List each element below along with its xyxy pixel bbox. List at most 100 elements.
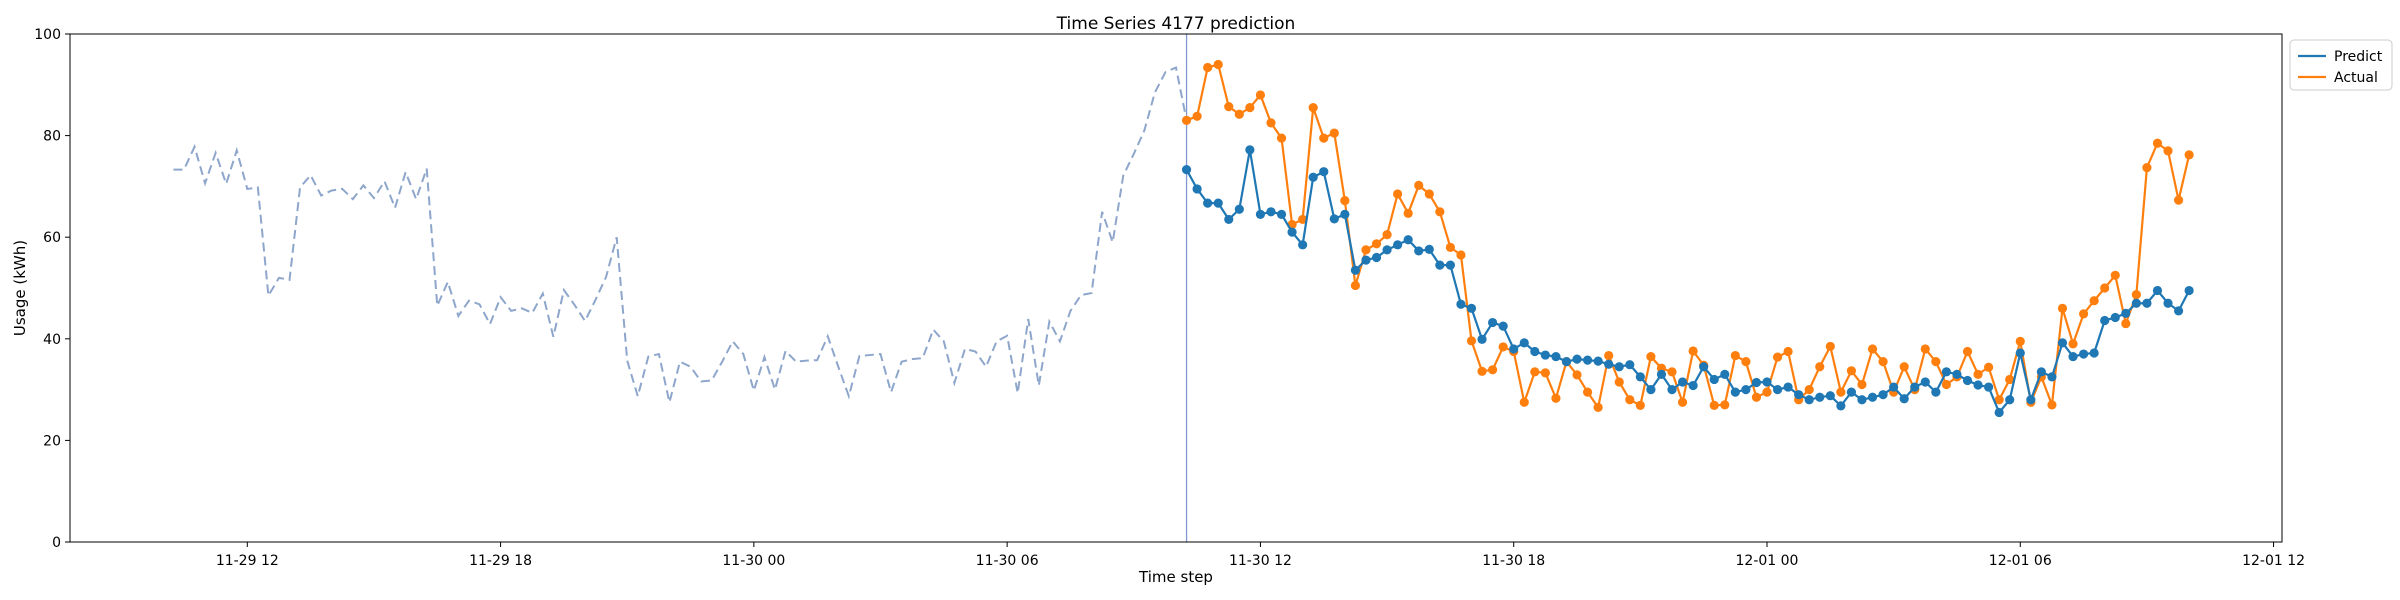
history-line xyxy=(173,66,1188,403)
actual-point xyxy=(1667,367,1677,377)
actual-point xyxy=(2131,290,2141,300)
actual-point xyxy=(2047,400,2057,410)
predict-point xyxy=(1625,360,1635,370)
actual-point xyxy=(1962,346,1973,357)
x-tick-label: 11-30 06 xyxy=(976,553,1039,569)
actual-point xyxy=(1931,357,1941,367)
y-axis-label: Usage (kWh) xyxy=(11,240,29,336)
actual-point xyxy=(1435,207,1445,217)
predict-point xyxy=(1582,355,1593,365)
predict-point xyxy=(1688,380,1698,391)
predict-point xyxy=(1846,387,1857,397)
predict-point xyxy=(1445,260,1455,270)
predict-point xyxy=(1234,204,1244,214)
actual-point xyxy=(1783,346,1793,357)
actual-point xyxy=(1414,180,1424,190)
x-tick-label: 11-30 00 xyxy=(722,553,785,569)
predict-point xyxy=(1245,145,1255,155)
predict-point xyxy=(1994,407,2004,418)
actual-point xyxy=(2184,150,2194,160)
actual-point xyxy=(2173,195,2184,205)
predict-point xyxy=(2005,395,2015,405)
predict-point xyxy=(1414,246,1424,256)
predict-series xyxy=(1181,145,2194,418)
predict-point xyxy=(1772,385,1783,395)
predict-point xyxy=(2152,285,2163,296)
actual-point xyxy=(1181,115,1192,125)
x-tick-label: 12-01 06 xyxy=(1989,553,2052,569)
actual-point xyxy=(1530,367,1540,377)
predict-point xyxy=(2173,306,2184,316)
predict-point xyxy=(1361,255,1371,265)
x-tick-label: 11-29 12 xyxy=(216,553,279,569)
actual-point xyxy=(1836,387,1846,397)
predict-point xyxy=(1266,207,1276,217)
predict-point xyxy=(1730,387,1740,397)
predict-point xyxy=(1393,240,1403,250)
x-tick-label: 11-30 18 xyxy=(1482,553,1545,569)
y-tick-label: 80 xyxy=(43,129,61,145)
predict-point xyxy=(1973,380,1983,390)
actual-point xyxy=(1994,395,2004,405)
x-tick-label: 12-01 12 xyxy=(2242,553,2305,569)
predict-point xyxy=(1635,372,1645,382)
actual-point xyxy=(1635,400,1645,410)
y-tick-label: 100 xyxy=(34,27,61,43)
actual-point xyxy=(1340,196,1350,206)
predict-point xyxy=(1941,367,1951,377)
actual-point xyxy=(1551,393,1561,403)
actual-point xyxy=(1192,111,1202,121)
predict-point xyxy=(1889,382,1899,392)
chart-title: Time Series 4177 prediction xyxy=(1056,14,1296,34)
actual-point xyxy=(1815,362,1825,372)
actual-point xyxy=(2057,303,2068,313)
actual-point xyxy=(1899,362,1909,372)
predict-point xyxy=(1477,334,1487,344)
actual-point xyxy=(1361,245,1371,255)
predict-point xyxy=(1329,214,1339,224)
predict-point xyxy=(1551,351,1561,362)
predict-point xyxy=(2047,372,2057,382)
predict-point xyxy=(1308,172,1318,182)
x-tick-label: 11-30 12 xyxy=(1229,553,1292,569)
actual-point xyxy=(1329,128,1339,138)
predict-point xyxy=(1794,390,1804,400)
actual-point xyxy=(1445,242,1455,252)
actual-point xyxy=(2152,138,2163,148)
predict-point xyxy=(1867,392,1878,402)
predict-point xyxy=(1836,401,1846,411)
actual-point xyxy=(1519,397,1529,407)
actual-point xyxy=(2079,309,2089,319)
actual-point xyxy=(1593,402,1603,412)
actual-point xyxy=(1625,395,1635,405)
predict-point xyxy=(1224,214,1234,225)
actual-point xyxy=(1751,392,1762,402)
legend-actual-label: Actual xyxy=(2334,70,2378,86)
predict-point xyxy=(1677,377,1688,387)
predict-point xyxy=(1403,235,1413,245)
actual-point xyxy=(1941,379,1951,390)
predict-point xyxy=(1741,385,1751,395)
actual-point xyxy=(2110,270,2120,280)
predict-point xyxy=(2015,348,2025,358)
actual-point xyxy=(1604,350,1614,361)
actual-point xyxy=(1688,346,1698,356)
predict-point xyxy=(1498,321,1508,331)
predict-point xyxy=(1751,377,1762,388)
predict-point xyxy=(2079,349,2089,359)
predict-point xyxy=(1593,356,1603,366)
predict-point xyxy=(1720,369,1730,379)
actual-point xyxy=(1762,387,1772,397)
x-tick-label: 12-01 00 xyxy=(1736,553,1799,569)
actual-point xyxy=(1540,368,1550,378)
actual-point xyxy=(1266,118,1276,128)
predict-point xyxy=(1192,184,1202,194)
actual-point xyxy=(1857,379,1867,390)
actual-point xyxy=(1984,362,1994,372)
actual-point xyxy=(1804,385,1814,395)
predict-point xyxy=(1340,209,1350,219)
actual-point xyxy=(1213,59,1223,70)
predict-point xyxy=(1857,395,1867,405)
predict-point xyxy=(1371,252,1382,263)
